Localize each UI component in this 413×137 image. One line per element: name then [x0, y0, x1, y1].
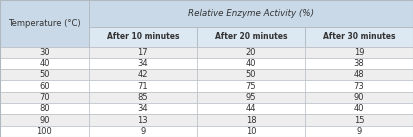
- Text: 34: 34: [138, 104, 148, 113]
- Bar: [305, 69, 413, 81]
- Bar: [89, 69, 197, 81]
- Bar: [89, 126, 197, 137]
- Bar: [89, 114, 197, 126]
- Text: 34: 34: [138, 59, 148, 68]
- Bar: [89, 81, 197, 92]
- Bar: [197, 126, 305, 137]
- Text: 85: 85: [138, 93, 148, 102]
- Bar: [305, 27, 413, 47]
- Text: 90: 90: [354, 93, 364, 102]
- Text: 30: 30: [39, 48, 50, 57]
- Text: After 10 minutes: After 10 minutes: [107, 32, 179, 41]
- Text: 20: 20: [246, 48, 256, 57]
- Text: 44: 44: [246, 104, 256, 113]
- Bar: [0, 103, 89, 114]
- Text: 18: 18: [246, 115, 256, 125]
- Text: 50: 50: [246, 70, 256, 79]
- Text: 38: 38: [354, 59, 365, 68]
- Text: 100: 100: [36, 127, 52, 136]
- Text: 17: 17: [138, 48, 148, 57]
- Text: 60: 60: [39, 82, 50, 91]
- Bar: [89, 58, 197, 69]
- Text: 71: 71: [138, 82, 148, 91]
- Bar: [197, 27, 305, 47]
- Text: 40: 40: [246, 59, 256, 68]
- Text: After 30 minutes: After 30 minutes: [323, 32, 395, 41]
- Text: 80: 80: [39, 104, 50, 113]
- Bar: [0, 126, 89, 137]
- Bar: [89, 92, 197, 103]
- Bar: [0, 92, 89, 103]
- Text: Relative Enzyme Activity (%): Relative Enzyme Activity (%): [188, 9, 314, 18]
- Bar: [197, 81, 305, 92]
- Bar: [0, 58, 89, 69]
- Bar: [197, 58, 305, 69]
- Bar: [197, 92, 305, 103]
- Bar: [197, 114, 305, 126]
- Text: 19: 19: [354, 48, 364, 57]
- Bar: [197, 47, 305, 58]
- Bar: [89, 27, 197, 47]
- Bar: [305, 58, 413, 69]
- Bar: [197, 103, 305, 114]
- Bar: [197, 69, 305, 81]
- Text: 10: 10: [246, 127, 256, 136]
- Bar: [89, 47, 197, 58]
- Text: 13: 13: [138, 115, 148, 125]
- Text: 9: 9: [140, 127, 145, 136]
- Text: 40: 40: [354, 104, 364, 113]
- Bar: [0, 0, 89, 47]
- Bar: [305, 126, 413, 137]
- Bar: [305, 47, 413, 58]
- Text: 75: 75: [246, 82, 256, 91]
- Text: 9: 9: [356, 127, 362, 136]
- Text: 42: 42: [138, 70, 148, 79]
- Bar: [305, 114, 413, 126]
- Text: 50: 50: [39, 70, 50, 79]
- Text: 40: 40: [39, 59, 50, 68]
- Text: 95: 95: [246, 93, 256, 102]
- Text: 15: 15: [354, 115, 364, 125]
- Bar: [89, 103, 197, 114]
- Text: 70: 70: [39, 93, 50, 102]
- Text: 73: 73: [354, 82, 365, 91]
- Bar: [305, 81, 413, 92]
- Bar: [0, 47, 89, 58]
- Bar: [0, 81, 89, 92]
- Bar: [0, 114, 89, 126]
- Bar: [89, 0, 413, 27]
- Bar: [305, 103, 413, 114]
- Text: After 20 minutes: After 20 minutes: [215, 32, 287, 41]
- Text: Temperature (°C): Temperature (°C): [8, 19, 81, 28]
- Text: 90: 90: [39, 115, 50, 125]
- Bar: [305, 92, 413, 103]
- Text: 48: 48: [354, 70, 364, 79]
- Bar: [0, 69, 89, 81]
